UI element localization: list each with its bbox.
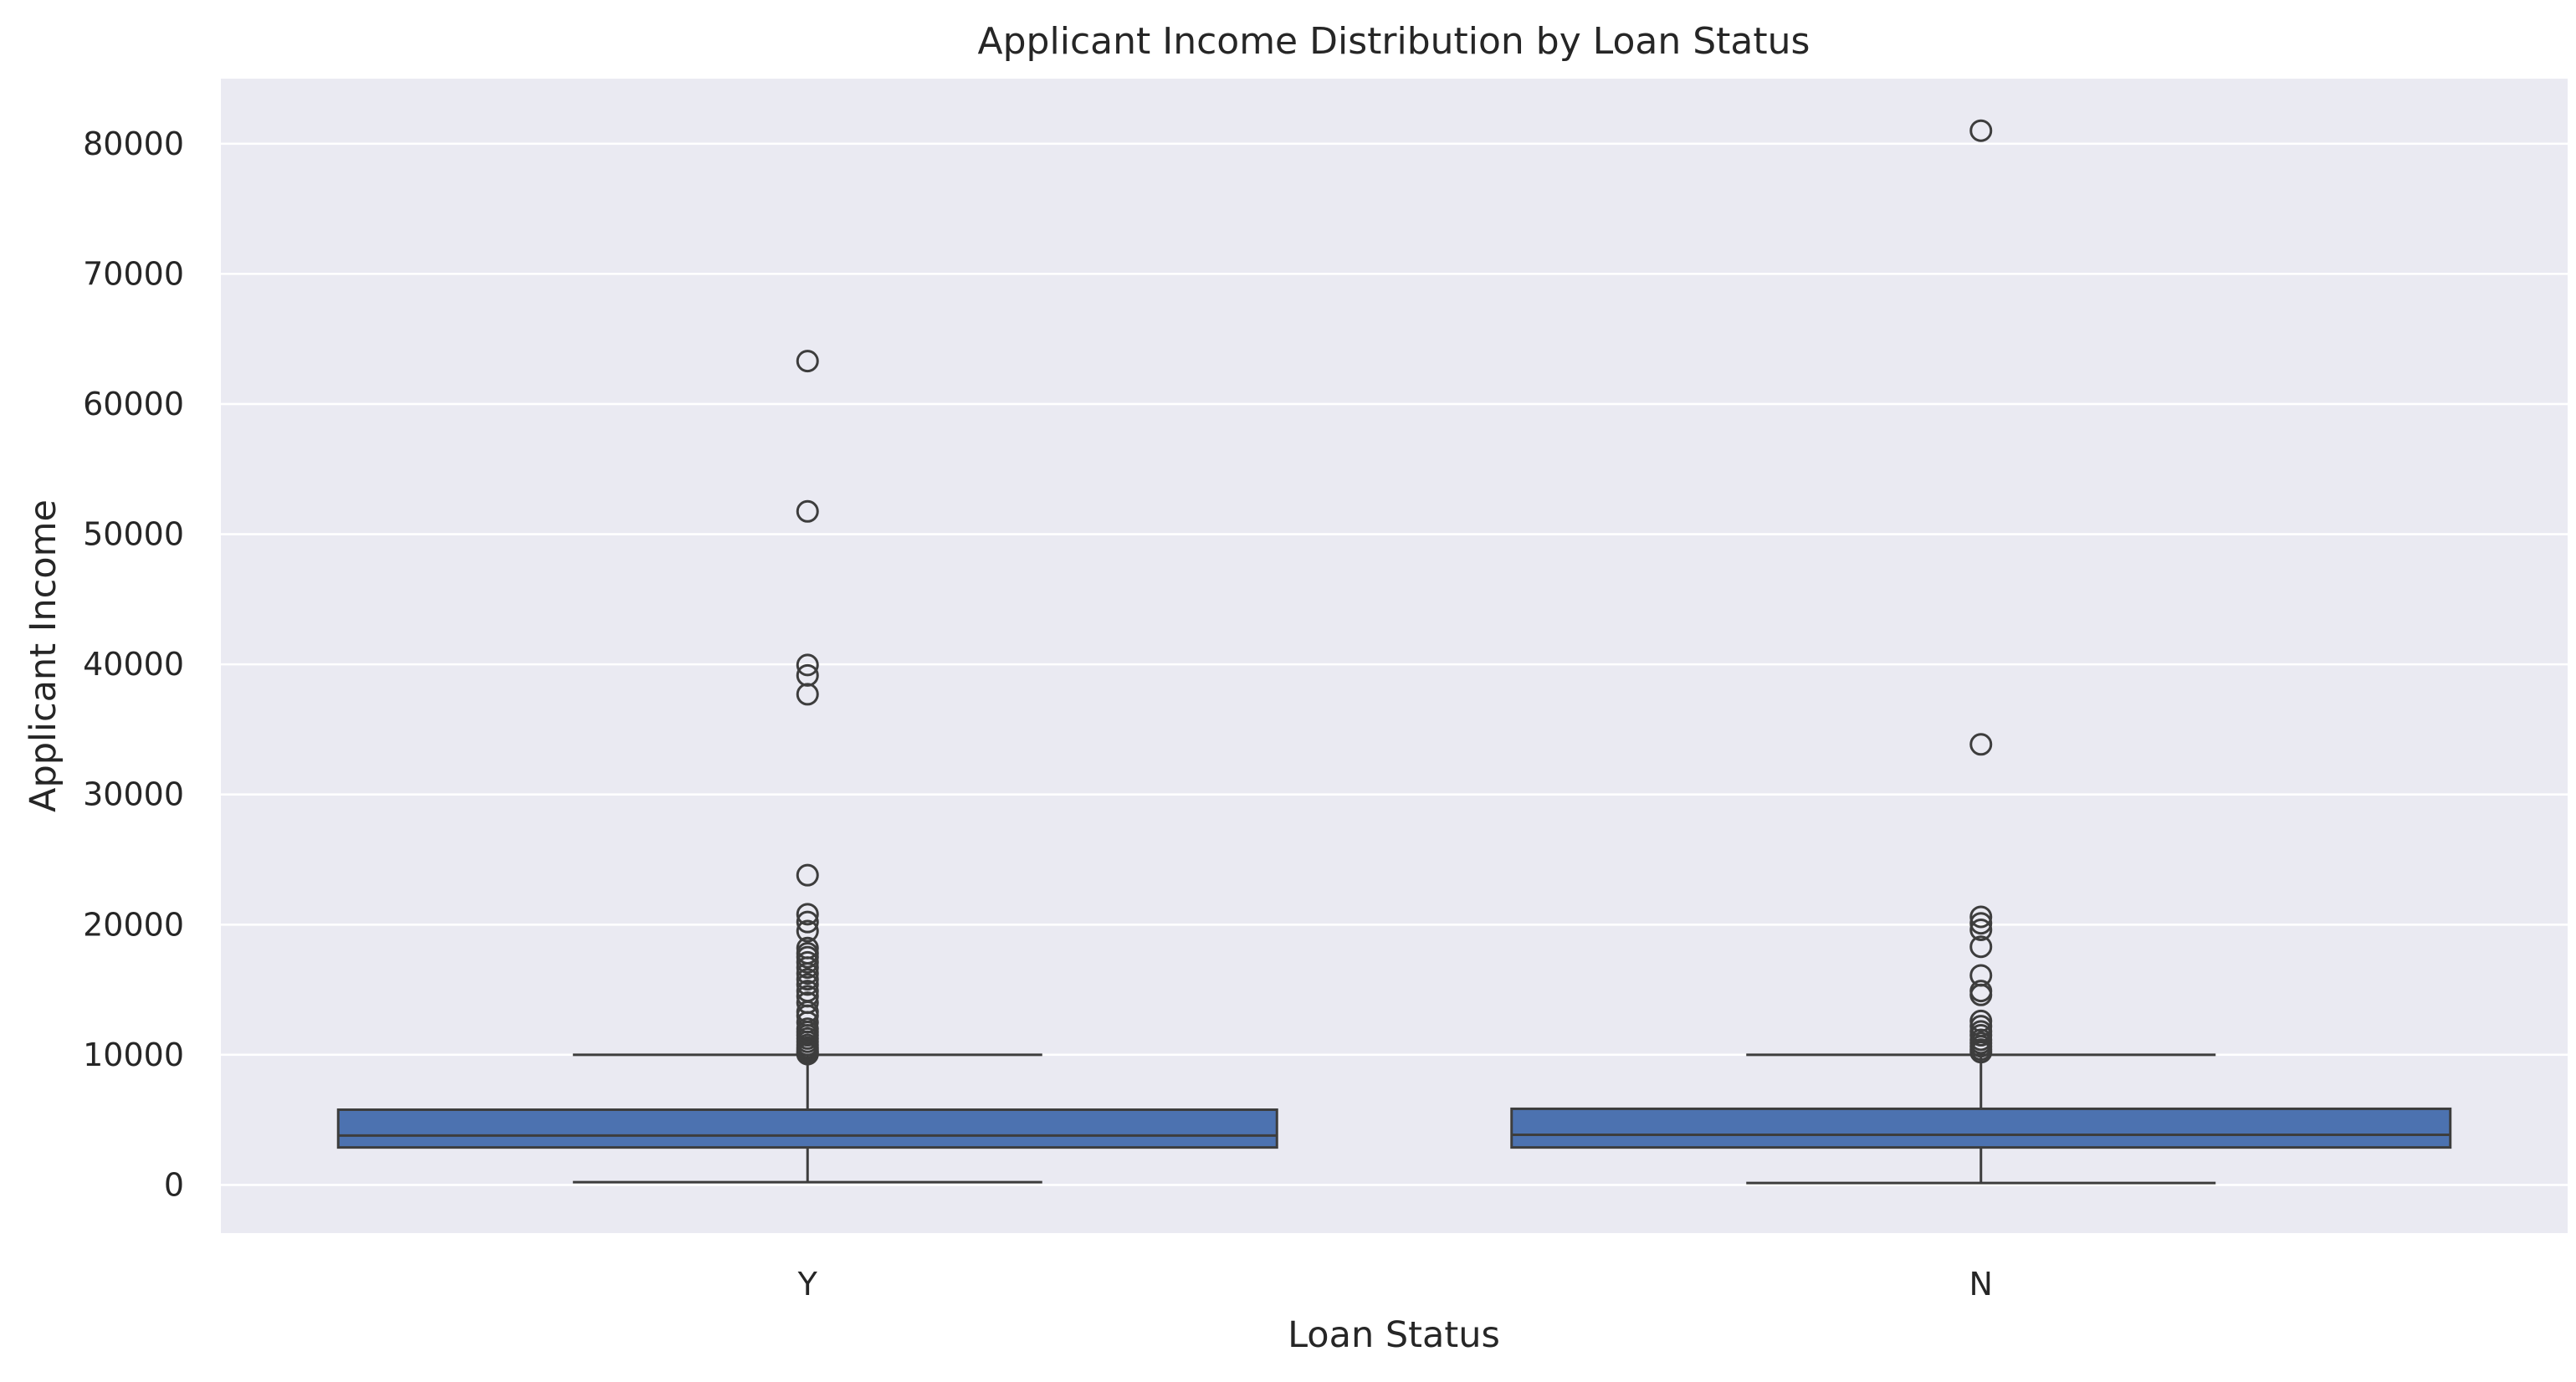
outlier-point <box>1969 119 1993 142</box>
outlier-point <box>796 991 819 1015</box>
outlier-point <box>796 903 819 926</box>
outlier-point <box>1969 1020 1993 1043</box>
y-tick-label: 40000 <box>83 646 184 683</box>
y-tick-label: 80000 <box>83 125 184 162</box>
outlier-point <box>1969 964 1993 987</box>
x-tick-label: N <box>1969 1266 1993 1303</box>
outlier-point <box>1969 935 1993 959</box>
outlier-point <box>796 968 819 991</box>
outlier-point <box>1969 980 1993 1003</box>
y-tick-label: 50000 <box>83 516 184 553</box>
outlier-point <box>796 919 819 943</box>
iqr-box <box>1510 1107 2452 1149</box>
outlier-point <box>796 942 819 965</box>
outlier-point <box>796 350 819 373</box>
outlier-point <box>796 653 819 677</box>
outlier-point <box>1969 912 1993 935</box>
outlier-point <box>1969 1009 1993 1032</box>
outlier-point <box>796 973 819 996</box>
y-tick-label: 0 <box>164 1166 184 1203</box>
outlier-point <box>1969 733 1993 756</box>
boxes <box>336 119 2452 1185</box>
y-tick-label: 30000 <box>83 776 184 813</box>
outlier-point <box>796 663 819 687</box>
box-group-N <box>1510 119 2452 1185</box>
outlier-point <box>1969 918 1993 941</box>
outlier-point <box>1969 905 1993 929</box>
outlier-point <box>796 936 819 960</box>
outlier-point <box>1969 1015 1993 1038</box>
outlier-point <box>796 499 819 523</box>
y-tick-label: 60000 <box>83 386 184 422</box>
x-axis-label: Loan Status <box>1288 1314 1500 1356</box>
outlier-point <box>796 950 819 974</box>
outlier-point <box>796 863 819 887</box>
x-tick-label: Y <box>797 1266 818 1303</box>
box-group-Y <box>336 350 1278 1184</box>
y-tick-labels: 0 10000 20000 30000 40000 50000 60000 70000 8000… <box>83 125 184 1204</box>
y-tick-label: 20000 <box>83 906 184 943</box>
y-tick-label: 10000 <box>83 1036 184 1073</box>
outlier-point <box>796 910 819 934</box>
plot-area <box>221 79 2568 1233</box>
chart-title: Applicant Income Distribution by Loan St… <box>978 20 1810 63</box>
outlier-point <box>796 985 819 1008</box>
outlier-point <box>796 980 819 1003</box>
outlier-point <box>796 1017 819 1041</box>
iqr-box <box>336 1108 1278 1149</box>
y-axis-label: Applicant Income <box>23 499 64 812</box>
y-tick-label: 70000 <box>83 255 184 292</box>
